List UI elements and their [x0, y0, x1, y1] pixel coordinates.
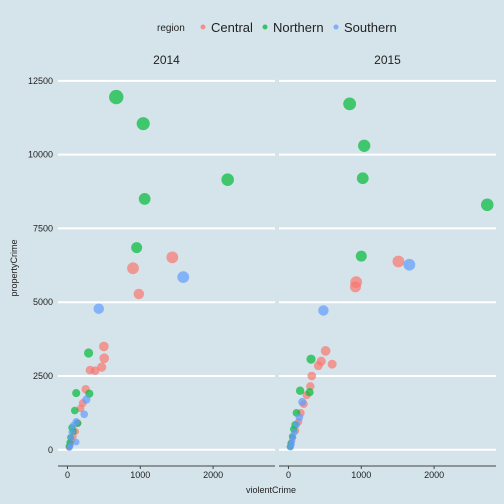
data-point-central [327, 359, 337, 369]
data-point-southern [72, 438, 80, 446]
data-point-southern [318, 305, 329, 316]
facet-panel-2014: 2014 0 1000 2000 0 2500 5000 7500 10000 12500 [28, 53, 275, 480]
y-tick-label: 10000 [28, 150, 53, 160]
legend-label-central: Central [211, 20, 253, 35]
x-tick-label: 0 [65, 470, 70, 480]
data-point-central [320, 346, 331, 356]
data-point-northern [343, 97, 357, 111]
data-point-northern [358, 139, 371, 152]
data-point-southern [68, 428, 76, 436]
data-point-southern [66, 444, 73, 451]
legend: region Central Northern Southern [157, 20, 397, 35]
data-point-northern [355, 250, 367, 262]
x-tick-label: 0 [286, 470, 291, 480]
x-tick-label: 1000 [130, 470, 150, 480]
data-point-central [349, 281, 361, 293]
data-point-central [313, 361, 323, 371]
data-point-southern [69, 422, 77, 430]
data-point-southern [298, 397, 307, 407]
data-point-southern [403, 258, 416, 271]
legend-key-northern [262, 24, 268, 30]
legend-label-southern: Southern [344, 20, 397, 35]
legend-key-central [200, 24, 206, 30]
data-point-southern [292, 420, 301, 429]
data-point-northern [138, 193, 151, 205]
y-tick-label: 7500 [33, 223, 53, 233]
x-tick-label: 2000 [203, 470, 223, 480]
y-tick-label: 2500 [33, 371, 53, 381]
data-point-central [99, 353, 110, 364]
data-point-northern [70, 406, 79, 415]
data-point-northern [221, 173, 234, 187]
data-point-central [307, 371, 317, 381]
x-tick-label: 2000 [424, 470, 444, 480]
data-point-central [133, 288, 145, 300]
y-tick-label: 0 [48, 445, 53, 455]
data-point-northern [109, 89, 124, 105]
data-point-southern [80, 410, 89, 419]
data-point-northern [295, 386, 305, 395]
data-point-northern [136, 117, 150, 131]
data-point-central [127, 262, 139, 275]
y-tick-label: 5000 [33, 297, 53, 307]
data-point-central [97, 362, 107, 372]
data-point-northern [305, 388, 314, 397]
data-point-northern [306, 354, 316, 364]
data-point-southern [82, 395, 91, 404]
legend-label-northern: Northern [273, 20, 324, 35]
data-point-northern [356, 172, 369, 185]
y-axis-label: propertyCrime [9, 239, 19, 296]
data-point-southern [295, 413, 304, 422]
legend-title: region [157, 23, 185, 34]
data-point-northern [72, 389, 81, 398]
data-point-central [85, 365, 95, 375]
data-point-central [392, 255, 405, 268]
data-point-southern [177, 271, 190, 284]
data-point-southern [93, 303, 105, 314]
x-axis-label: violentCrime [246, 485, 296, 495]
data-point-southern [67, 434, 75, 442]
x-tick-label: 1000 [351, 470, 371, 480]
facet-strip-label: 2014 [153, 53, 180, 67]
data-point-northern [131, 242, 143, 254]
facet-strip-label: 2015 [374, 53, 401, 67]
data-point-central [99, 341, 109, 352]
data-point-northern [83, 348, 94, 358]
data-point-central [76, 404, 85, 413]
facet-panel-2015: 2015 0 1000 2000 [279, 53, 496, 480]
legend-key-southern [333, 24, 339, 30]
data-point-southern [287, 443, 294, 451]
data-point-central [166, 251, 179, 264]
y-tick-label: 12500 [28, 76, 53, 86]
data-point-northern [480, 198, 494, 212]
